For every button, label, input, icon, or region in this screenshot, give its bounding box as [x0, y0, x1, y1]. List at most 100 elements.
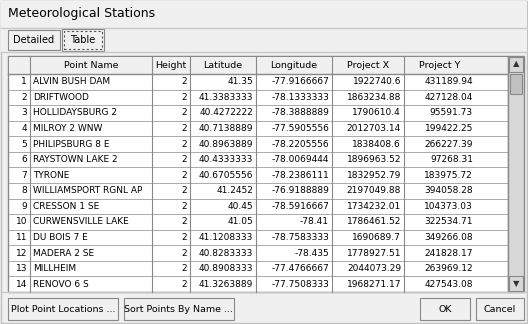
Text: -78.0069444: -78.0069444: [271, 155, 329, 164]
Text: 2012703.14: 2012703.14: [347, 124, 401, 133]
Text: ALVIN BUSH DAM: ALVIN BUSH DAM: [33, 77, 110, 86]
Text: -78.41: -78.41: [300, 217, 329, 226]
Text: 11: 11: [15, 233, 27, 242]
Text: 2: 2: [182, 171, 187, 180]
Text: 41.05: 41.05: [227, 217, 253, 226]
Text: 1922740.6: 1922740.6: [353, 77, 401, 86]
Bar: [1, 28, 527, 52]
Text: 2: 2: [182, 202, 187, 211]
Text: 2: 2: [182, 186, 187, 195]
Text: 1863234.88: 1863234.88: [346, 93, 401, 102]
Text: OK: OK: [438, 305, 452, 314]
Text: 2: 2: [182, 280, 187, 289]
Text: Detailed: Detailed: [13, 35, 54, 45]
Text: 2: 2: [182, 93, 187, 102]
Text: MILLHEIM: MILLHEIM: [33, 264, 76, 273]
Text: 12: 12: [16, 249, 27, 258]
Text: PHILIPSBURG 8 E: PHILIPSBURG 8 E: [33, 140, 109, 149]
Text: CURWENSVILLE LAKE: CURWENSVILLE LAKE: [33, 217, 129, 226]
Text: 97268.31: 97268.31: [430, 155, 473, 164]
Text: 1968271.17: 1968271.17: [346, 280, 401, 289]
Text: -78.2205556: -78.2205556: [271, 140, 329, 149]
Bar: [508, 56, 524, 292]
Text: 40.8908333: 40.8908333: [199, 264, 253, 273]
Text: MILROY 2 WNW: MILROY 2 WNW: [33, 124, 102, 133]
Text: -78.3888889: -78.3888889: [271, 109, 329, 117]
Text: 13: 13: [15, 264, 27, 273]
Text: 266227.39: 266227.39: [425, 140, 473, 149]
Text: 41.35: 41.35: [227, 77, 253, 86]
Bar: [62, 29, 104, 51]
Text: 1: 1: [21, 77, 27, 86]
Text: 2: 2: [182, 233, 187, 242]
Text: 2: 2: [182, 109, 187, 117]
Text: Project X: Project X: [347, 61, 389, 70]
Bar: [8, 56, 508, 292]
Bar: [8, 298, 118, 320]
Text: 431189.94: 431189.94: [425, 77, 473, 86]
Text: DRIFTWOOD: DRIFTWOOD: [33, 93, 89, 102]
Text: 2: 2: [182, 264, 187, 273]
Text: 1786461.52: 1786461.52: [346, 217, 401, 226]
Text: 14: 14: [16, 280, 27, 289]
Text: -77.4766667: -77.4766667: [271, 264, 329, 273]
Text: 1734232.01: 1734232.01: [347, 202, 401, 211]
Text: Latitude: Latitude: [203, 61, 242, 70]
Text: 241828.17: 241828.17: [425, 249, 473, 258]
Text: -78.5916667: -78.5916667: [271, 202, 329, 211]
Text: Longitude: Longitude: [270, 61, 317, 70]
Text: 2197049.88: 2197049.88: [346, 186, 401, 195]
Text: 8: 8: [21, 186, 27, 195]
Text: 41.3263889: 41.3263889: [199, 280, 253, 289]
Text: 183975.72: 183975.72: [425, 171, 473, 180]
Text: 1832952.79: 1832952.79: [346, 171, 401, 180]
Text: 199422.25: 199422.25: [425, 124, 473, 133]
Text: Project Y: Project Y: [419, 61, 461, 70]
Text: 1690689.7: 1690689.7: [352, 233, 401, 242]
Text: -77.5905556: -77.5905556: [271, 124, 329, 133]
Text: MADERA 2 SE: MADERA 2 SE: [33, 249, 94, 258]
Text: -77.9166667: -77.9166667: [271, 77, 329, 86]
Text: ▼: ▼: [513, 280, 519, 288]
Text: 40.4272222: 40.4272222: [199, 109, 253, 117]
Bar: [64, 31, 102, 49]
Text: Height: Height: [155, 61, 186, 70]
Text: DU BOIS 7 E: DU BOIS 7 E: [33, 233, 88, 242]
Text: HOLLIDAYSBURG 2: HOLLIDAYSBURG 2: [33, 109, 117, 117]
Text: -77.7508333: -77.7508333: [271, 280, 329, 289]
Text: 104373.03: 104373.03: [425, 202, 473, 211]
Text: -76.9188889: -76.9188889: [271, 186, 329, 195]
Text: Sort Points By Name ...: Sort Points By Name ...: [125, 305, 233, 314]
Text: Plot Point Locations ...: Plot Point Locations ...: [11, 305, 115, 314]
Text: 3: 3: [21, 109, 27, 117]
Text: 2044073.29: 2044073.29: [347, 264, 401, 273]
Text: 40.8283333: 40.8283333: [199, 249, 253, 258]
Text: WILLIAMSPORT RGNL AP: WILLIAMSPORT RGNL AP: [33, 186, 143, 195]
Bar: [476, 298, 524, 320]
Text: -78.1333333: -78.1333333: [271, 93, 329, 102]
Bar: [8, 30, 60, 50]
Text: -78.7583333: -78.7583333: [271, 233, 329, 242]
Text: 40.6705556: 40.6705556: [199, 171, 253, 180]
Text: 9: 9: [21, 202, 27, 211]
Text: 40.7138889: 40.7138889: [199, 124, 253, 133]
Text: 41.1208333: 41.1208333: [199, 233, 253, 242]
Text: RAYSTOWN LAKE 2: RAYSTOWN LAKE 2: [33, 155, 118, 164]
Bar: [420, 298, 470, 320]
Text: RENOVO 6 S: RENOVO 6 S: [33, 280, 89, 289]
Bar: [9, 57, 507, 74]
Text: 1838408.6: 1838408.6: [352, 140, 401, 149]
Text: 427543.08: 427543.08: [425, 280, 473, 289]
Bar: [1, 1, 527, 28]
Text: TYRONE: TYRONE: [33, 171, 69, 180]
Text: 322534.71: 322534.71: [425, 217, 473, 226]
Text: 1790610.4: 1790610.4: [352, 109, 401, 117]
Bar: [510, 74, 522, 94]
Text: 2: 2: [182, 124, 187, 133]
Text: 5: 5: [21, 140, 27, 149]
Text: 40.45: 40.45: [228, 202, 253, 211]
Text: ▲: ▲: [513, 60, 519, 68]
Text: Cancel: Cancel: [484, 305, 516, 314]
Text: 394058.28: 394058.28: [425, 186, 473, 195]
Text: -78.2386111: -78.2386111: [271, 171, 329, 180]
